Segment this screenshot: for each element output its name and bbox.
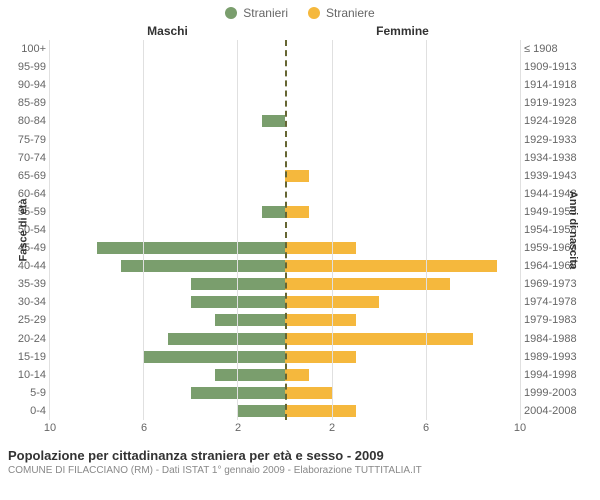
x-tick: 6 xyxy=(423,422,429,434)
bar-male xyxy=(262,115,286,127)
age-label: 5-9 xyxy=(0,387,46,399)
birth-year-label: 1969-1973 xyxy=(524,278,600,290)
x-axis: 10 6 2 2 6 10 xyxy=(0,422,600,436)
x-tick: 10 xyxy=(514,422,526,434)
birth-year-label: 1924-1928 xyxy=(524,115,600,127)
plot-area xyxy=(50,40,520,420)
age-label: 65-69 xyxy=(0,170,46,182)
grid-line xyxy=(520,40,521,420)
bar-female xyxy=(285,170,309,182)
bar-female xyxy=(285,387,332,399)
plot-right xyxy=(285,40,520,420)
legend-item-male: Stranieri xyxy=(225,6,288,20)
footer: Popolazione per cittadinanza straniera p… xyxy=(8,448,592,476)
birth-year-label: 1994-1998 xyxy=(524,369,600,381)
bar-female xyxy=(285,369,309,381)
age-label: 90-94 xyxy=(0,79,46,91)
bar-female xyxy=(285,242,356,254)
chart-body: Fasce di età 100+ 95-99 90-94 85-89 80-84 75-… xyxy=(0,40,600,420)
grid-line xyxy=(49,40,50,420)
age-label: 80-84 xyxy=(0,115,46,127)
header-maschi: Maschi xyxy=(50,24,285,38)
grid-line xyxy=(143,40,144,420)
bar-female xyxy=(285,351,356,363)
birth-year-label: 1974-1978 xyxy=(524,296,600,308)
grid-line xyxy=(332,40,333,420)
bar-female xyxy=(285,333,473,345)
grid-line xyxy=(426,40,427,420)
age-label: 40-44 xyxy=(0,260,46,272)
bar-male xyxy=(215,314,286,326)
birth-year-label: 1919-1923 xyxy=(524,97,600,109)
legend-label-female: Straniere xyxy=(326,6,375,20)
birth-year-label: 1944-1948 xyxy=(524,188,600,200)
age-label: 70-74 xyxy=(0,152,46,164)
age-label: 25-29 xyxy=(0,314,46,326)
birth-year-label: 1989-1993 xyxy=(524,351,600,363)
birth-year-label: 1954-1958 xyxy=(524,224,600,236)
chart-title: Popolazione per cittadinanza straniera p… xyxy=(8,448,592,463)
bar-male xyxy=(144,351,285,363)
birth-year-label: 1999-2003 xyxy=(524,387,600,399)
birth-year-label: 1929-1933 xyxy=(524,134,600,146)
bar-female xyxy=(285,314,356,326)
birth-year-label: 2004-2008 xyxy=(524,405,600,417)
x-tick: 2 xyxy=(329,422,335,434)
age-label: 95-99 xyxy=(0,61,46,73)
age-label: 10-14 xyxy=(0,369,46,381)
bar-male xyxy=(191,296,285,308)
birth-year-label: ≤ 1908 xyxy=(524,43,600,55)
bar-male xyxy=(168,333,286,345)
age-label: 75-79 xyxy=(0,134,46,146)
y-axis-label-right: Anni di nascita xyxy=(567,191,579,269)
legend-key-female xyxy=(308,7,320,19)
center-line xyxy=(285,40,287,420)
birth-year-label: 1979-1983 xyxy=(524,314,600,326)
header-femmine: Femmine xyxy=(285,24,520,38)
column-headers: Maschi Femmine xyxy=(0,24,600,38)
x-tick: 10 xyxy=(44,422,56,434)
chart-subtitle: COMUNE DI FILACCIANO (RM) - Dati ISTAT 1… xyxy=(8,465,592,476)
birth-year-label: 1949-1953 xyxy=(524,206,600,218)
birth-year-label: 1914-1918 xyxy=(524,79,600,91)
bar-male xyxy=(238,405,285,417)
bar-female xyxy=(285,260,497,272)
bar-male xyxy=(97,242,285,254)
bar-male xyxy=(215,369,286,381)
bar-female xyxy=(285,206,309,218)
age-label: 30-34 xyxy=(0,296,46,308)
birth-year-label: 1964-1968 xyxy=(524,260,600,272)
age-label: 20-24 xyxy=(0,333,46,345)
birth-year-label: 1959-1963 xyxy=(524,242,600,254)
y-axis-label-left: Fasce di età xyxy=(17,199,29,262)
bar-male xyxy=(121,260,286,272)
grid-line xyxy=(237,40,238,420)
bar-male xyxy=(191,278,285,290)
age-label: 100+ xyxy=(0,43,46,55)
birth-year-label: 1909-1913 xyxy=(524,61,600,73)
birth-year-label: 1939-1943 xyxy=(524,170,600,182)
birth-year-label: 1984-1988 xyxy=(524,333,600,345)
legend-key-male xyxy=(225,7,237,19)
bar-male xyxy=(191,387,285,399)
legend: Stranieri Straniere xyxy=(0,0,600,20)
age-label: 85-89 xyxy=(0,97,46,109)
age-label: 0-4 xyxy=(0,405,46,417)
bar-female xyxy=(285,405,356,417)
bar-male xyxy=(262,206,286,218)
y-axis-right: ≤ 1908 1909-1913 1914-1918 1919-1923 1924-19… xyxy=(520,40,600,420)
legend-label-male: Stranieri xyxy=(243,6,288,20)
birth-year-label: 1934-1938 xyxy=(524,152,600,164)
x-tick: 2 xyxy=(235,422,241,434)
age-label: 35-39 xyxy=(0,278,46,290)
x-tick: 6 xyxy=(141,422,147,434)
bar-female xyxy=(285,278,450,290)
age-label: 15-19 xyxy=(0,351,46,363)
plot-left xyxy=(50,40,285,420)
legend-item-female: Straniere xyxy=(308,6,375,20)
